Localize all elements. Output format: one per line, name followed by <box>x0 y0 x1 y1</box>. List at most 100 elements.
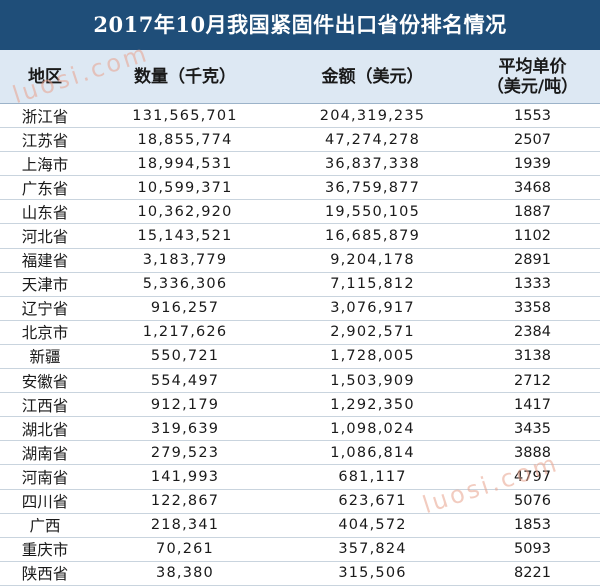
cell-region: 上海市 <box>21 155 69 174</box>
cell-quantity: 141,993 <box>150 468 220 485</box>
cell-region: 安徽省 <box>21 372 69 391</box>
cell-region: 湖北省 <box>21 420 69 439</box>
cell-region: 北京市 <box>21 324 69 343</box>
cell-quantity: 10,599,371 <box>137 179 233 196</box>
cell-region: 福建省 <box>21 252 69 271</box>
cell-region: 河北省 <box>21 228 69 247</box>
cell-quantity: 10,362,920 <box>137 203 233 220</box>
cell-quantity: 18,994,531 <box>137 155 233 172</box>
cell-amount: 1,728,005 <box>330 348 415 365</box>
cell-quantity: 916,257 <box>150 300 220 317</box>
cell-unit-price: 3468 <box>514 179 551 196</box>
cell-quantity: 279,523 <box>150 444 220 461</box>
table-row: 广西 218,341 404,572 1853 <box>0 514 600 538</box>
cell-unit-price: 3138 <box>514 348 551 365</box>
cell-amount: 36,837,338 <box>324 155 421 172</box>
table-row: 安徽省 554,497 1,503,909 2712 <box>0 369 600 394</box>
cell-unit-price: 1553 <box>514 107 551 124</box>
cell-quantity: 218,341 <box>150 517 220 534</box>
cell-quantity: 3,183,779 <box>142 252 228 269</box>
cell-amount: 47,274,278 <box>324 131 421 148</box>
cell-unit-price: 4797 <box>514 468 551 485</box>
cell-unit-price: 2891 <box>514 252 551 269</box>
table-row: 湖南省 279,523 1,086,814 3888 <box>0 441 600 466</box>
cell-unit-price: 8221 <box>514 565 551 582</box>
cell-amount: 16,685,879 <box>324 228 421 245</box>
table-row: 湖北省 319,639 1,098,024 3435 <box>0 417 600 442</box>
cell-region: 江苏省 <box>21 131 69 150</box>
header-unit-price-line2: （美元/吨） <box>486 76 579 97</box>
cell-unit-price: 2384 <box>514 324 551 341</box>
table-row: 辽宁省 916,257 3,076,917 3358 <box>0 297 600 321</box>
table-row: 河南省 141,993 681,117 4797 <box>0 465 600 490</box>
table-row: 四川省 122,867 623,671 5076 <box>0 490 600 514</box>
header-quantity: 数量（千克） <box>134 66 236 87</box>
cell-amount: 1,086,814 <box>330 444 415 461</box>
table-title: 2017年10月我国紧固件出口省份排名情况 <box>0 0 600 50</box>
cell-unit-price: 5093 <box>514 541 551 558</box>
cell-region: 河南省 <box>21 468 69 487</box>
cell-amount: 36,759,877 <box>324 179 421 196</box>
header-amount: 金额（美元） <box>321 66 424 87</box>
cell-unit-price: 2507 <box>514 131 551 148</box>
cell-region: 辽宁省 <box>21 300 69 319</box>
cell-unit-price: 3358 <box>514 300 551 317</box>
cell-amount: 7,115,812 <box>330 276 415 293</box>
cell-quantity: 554,497 <box>150 372 220 389</box>
cell-region: 广西 <box>29 517 61 536</box>
cell-region: 新疆 <box>29 348 61 367</box>
table-row: 江西省 912,179 1,292,350 1417 <box>0 393 600 418</box>
cell-region: 江西省 <box>21 396 69 415</box>
cell-quantity: 912,179 <box>150 396 220 413</box>
cell-quantity: 319,639 <box>150 420 220 437</box>
header-region: 地区 <box>28 66 62 87</box>
cell-amount: 623,671 <box>338 493 407 510</box>
header-unit-price-line1: 平均单价 <box>498 56 567 77</box>
cell-quantity: 15,143,521 <box>137 228 233 245</box>
cell-unit-price: 3435 <box>514 420 551 437</box>
cell-unit-price: 1417 <box>514 396 551 413</box>
cell-amount: 204,319,235 <box>319 107 426 124</box>
cell-region: 浙江省 <box>21 107 69 126</box>
cell-amount: 2,902,571 <box>330 324 415 341</box>
table-row: 广东省 10,599,371 36,759,877 3468 <box>0 176 600 201</box>
cell-unit-price: 1853 <box>514 517 551 534</box>
cell-unit-price: 1333 <box>514 276 551 293</box>
cell-quantity: 131,565,701 <box>132 107 238 124</box>
cell-unit-price: 1102 <box>514 228 551 245</box>
cell-quantity: 38,380 <box>156 565 214 582</box>
cell-amount: 357,824 <box>338 541 407 558</box>
table-row: 天津市 5,336,306 7,115,812 1333 <box>0 273 600 297</box>
cell-region: 湖南省 <box>21 444 69 463</box>
cell-amount: 9,204,178 <box>330 252 415 269</box>
header-unit-price: 平均单价 （美元/吨） <box>465 57 600 97</box>
cell-region: 四川省 <box>21 493 69 512</box>
cell-unit-price: 5076 <box>514 493 551 510</box>
table-row: 福建省 3,183,779 9,204,178 2891 <box>0 249 600 273</box>
cell-quantity: 122,867 <box>150 493 220 510</box>
cell-amount: 3,076,917 <box>330 300 415 317</box>
cell-unit-price: 1887 <box>514 203 551 220</box>
cell-quantity: 5,336,306 <box>142 276 228 293</box>
cell-amount: 681,117 <box>338 468 407 485</box>
table-row: 北京市 1,217,626 2,902,571 2384 <box>0 321 600 345</box>
cell-unit-price: 3888 <box>514 444 551 461</box>
table-row: 山东省 10,362,920 19,550,105 1887 <box>0 200 600 225</box>
table-row: 重庆市 70,261 357,824 5093 <box>0 538 600 562</box>
cell-region: 陕西省 <box>21 565 69 584</box>
table-row: 河北省 15,143,521 16,685,879 1102 <box>0 224 600 249</box>
table-header: 地区 数量（千克） 金额（美元） 平均单价 （美元/吨） <box>0 50 600 104</box>
cell-region: 山东省 <box>21 203 69 222</box>
cell-amount: 1,292,350 <box>330 396 415 413</box>
cell-amount: 1,098,024 <box>330 420 415 437</box>
cell-region: 天津市 <box>21 276 69 295</box>
cell-quantity: 550,721 <box>150 348 220 365</box>
cell-unit-price: 2712 <box>514 372 551 389</box>
cell-unit-price: 1939 <box>514 155 551 172</box>
cell-region: 重庆市 <box>21 541 69 560</box>
cell-quantity: 18,855,774 <box>137 131 233 148</box>
table-row: 上海市 18,994,531 36,837,338 1939 <box>0 152 600 177</box>
table-row: 江苏省 18,855,774 47,274,278 2507 <box>0 128 600 153</box>
table-body: 浙江省 131,565,701 204,319,235 1553 江苏省 18,855,7… <box>0 104 600 586</box>
cell-region: 广东省 <box>21 179 69 198</box>
